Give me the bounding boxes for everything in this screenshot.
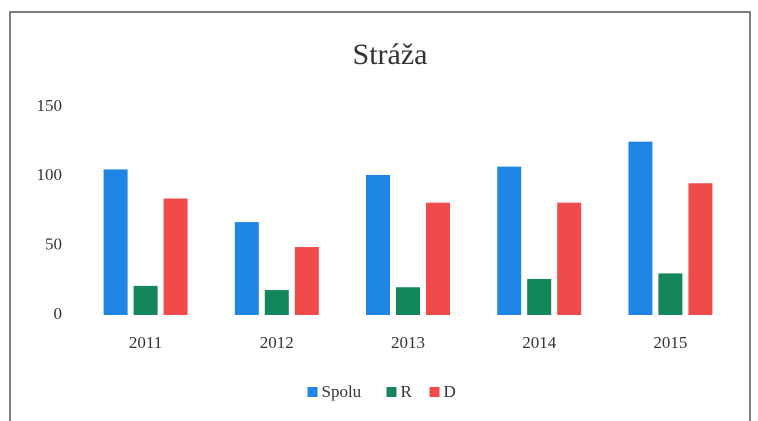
- bar: [658, 273, 683, 315]
- bar: [103, 169, 128, 315]
- x-tick-label: 2014: [522, 333, 557, 352]
- legend-swatch: [307, 387, 318, 397]
- bar: [497, 166, 522, 315]
- x-tick-label: 2015: [653, 333, 687, 352]
- x-tick-label: 2011: [129, 333, 162, 352]
- x-tick-label: 2013: [391, 333, 425, 352]
- bar: [527, 278, 552, 315]
- y-tick-label: 0: [54, 304, 63, 323]
- bar: [264, 290, 289, 315]
- bar: [396, 287, 420, 315]
- chart-frame: [9, 11, 751, 421]
- chart-title: Stráža: [353, 38, 428, 71]
- y-tick-label: 150: [37, 96, 63, 115]
- legend-swatch: [429, 387, 440, 397]
- bar: [234, 222, 259, 315]
- bar: [133, 285, 158, 315]
- y-tick-label: 100: [37, 165, 63, 184]
- bar: [426, 202, 450, 315]
- bar: [366, 174, 390, 315]
- x-tick-label: 2012: [260, 333, 294, 352]
- legend-label: Spolu: [322, 382, 362, 401]
- bar: [557, 202, 582, 315]
- legend-swatch: [386, 387, 397, 397]
- bar: [628, 141, 653, 315]
- bar: [294, 247, 319, 315]
- bar: [163, 198, 188, 315]
- legend-label: R: [401, 382, 413, 401]
- y-tick-label: 50: [45, 235, 62, 254]
- bar: [688, 183, 713, 315]
- legend-label: D: [444, 382, 456, 401]
